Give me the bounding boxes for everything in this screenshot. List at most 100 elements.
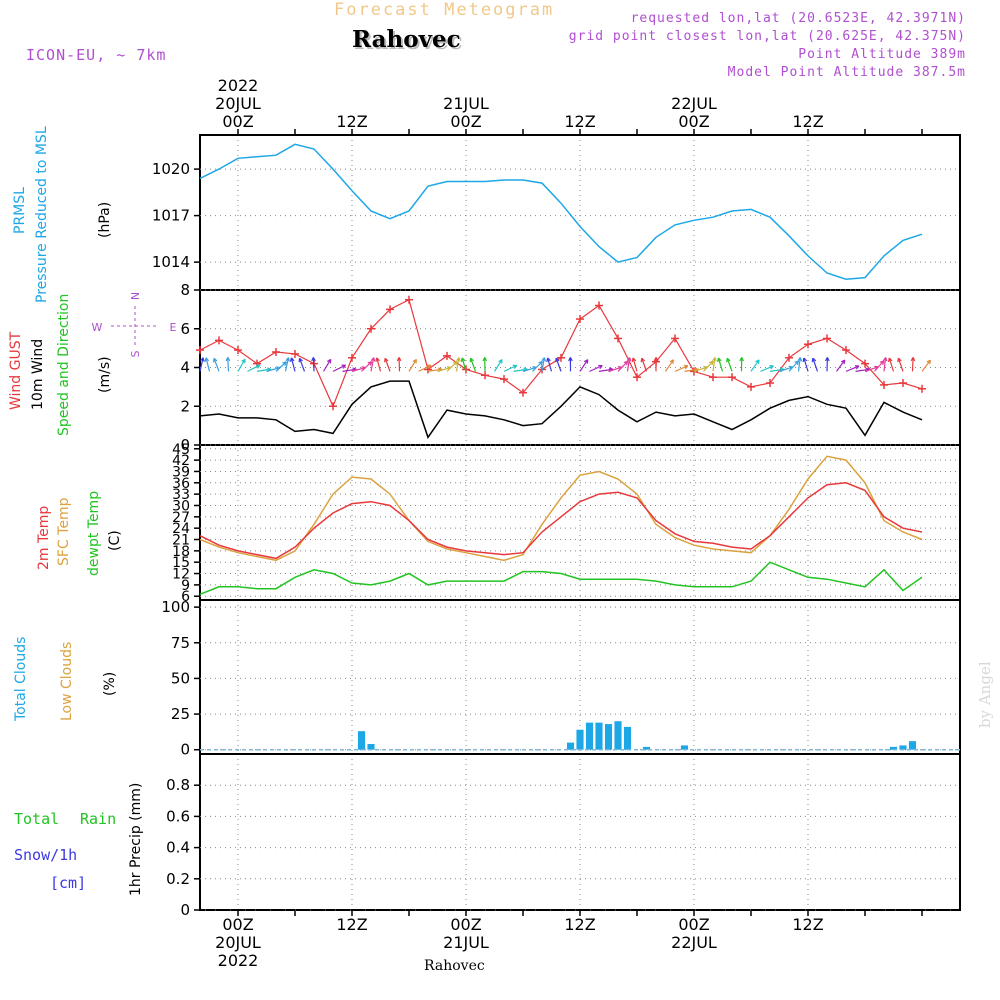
wind-arrow bbox=[760, 365, 774, 372]
wind-arrow bbox=[674, 364, 689, 372]
point-altitude: Point Altitude 389m bbox=[798, 47, 966, 62]
wind-arrow bbox=[469, 357, 477, 372]
wind-arrow bbox=[446, 361, 458, 372]
y-tick-label: 0.8 bbox=[166, 776, 190, 794]
y-tick-label: 6 bbox=[181, 589, 190, 605]
gust-marker bbox=[861, 359, 869, 368]
wind-arrow bbox=[802, 357, 809, 372]
y-tick-label: 75 bbox=[171, 634, 190, 652]
bottom-axis-label: 00Z bbox=[450, 915, 481, 934]
wind-arrow bbox=[640, 357, 648, 372]
wind-arrow bbox=[361, 361, 373, 372]
dewpt-line bbox=[199, 561, 923, 595]
y-tick-label: 24 bbox=[172, 521, 190, 537]
gust-marker bbox=[367, 324, 375, 333]
cloud-bar bbox=[576, 729, 584, 750]
y-tick-label: 25 bbox=[171, 705, 190, 723]
wind-arrow bbox=[284, 357, 291, 372]
panel-frame-0 bbox=[199, 134, 961, 291]
cloud-bar bbox=[604, 724, 613, 750]
wind-arrow bbox=[503, 364, 518, 372]
wind-arrow bbox=[199, 357, 205, 372]
gust-marker bbox=[215, 336, 223, 345]
y-tick-label: 6 bbox=[180, 320, 190, 338]
wind-arrow bbox=[275, 361, 287, 372]
y-tick-label: 33 bbox=[172, 487, 190, 503]
wind-arrow bbox=[384, 357, 391, 372]
cloud-bar bbox=[680, 745, 689, 750]
gust-marker bbox=[633, 373, 641, 382]
cloud-bar bbox=[899, 745, 907, 750]
gust-marker bbox=[576, 315, 584, 324]
wind-arrow bbox=[546, 357, 553, 372]
wind-arrow bbox=[703, 360, 714, 372]
wind-arrow bbox=[460, 357, 467, 372]
gust-marker bbox=[443, 351, 451, 360]
footer-location: Rahovec bbox=[424, 958, 485, 974]
y-tick-label: 39 bbox=[172, 464, 190, 480]
wind-arrow bbox=[888, 357, 895, 372]
wind-arrow bbox=[910, 357, 916, 372]
cloud-bar bbox=[614, 721, 622, 750]
pressure-line bbox=[199, 143, 923, 280]
y-tick-label: 2 bbox=[180, 397, 190, 415]
bottom-axis-label: 00Z bbox=[678, 915, 709, 934]
wind-arrow bbox=[631, 357, 638, 372]
y-tick-label: 1017 bbox=[152, 207, 190, 225]
super-title: Forecast Meteogram bbox=[334, 0, 555, 20]
y-tick-label: 1020 bbox=[152, 160, 190, 178]
wind-arrow bbox=[788, 360, 799, 372]
cloud-bar bbox=[585, 722, 594, 750]
y-tick-label: 0.6 bbox=[166, 807, 190, 825]
gust-marker bbox=[519, 388, 527, 397]
requested-coords: requested lon,lat (20.6523E, 42.3971N) bbox=[630, 11, 966, 26]
y-tick-label: 27 bbox=[172, 510, 190, 526]
y-tick-label: 21 bbox=[172, 533, 190, 549]
bottom-axis-label: 22JUL bbox=[671, 933, 717, 952]
wind-arrow bbox=[626, 357, 632, 372]
wind-arrow bbox=[370, 357, 376, 372]
wind-arrow bbox=[824, 357, 830, 372]
cloud-bar bbox=[623, 726, 632, 750]
wind-arrow bbox=[541, 357, 547, 372]
bottom-axis-label: 12Z bbox=[336, 915, 367, 934]
wind-arrow bbox=[874, 360, 885, 372]
gust-marker bbox=[728, 373, 736, 382]
cloud-bar bbox=[367, 744, 375, 750]
y-tick-label: 8 bbox=[180, 281, 190, 299]
wind-arrow bbox=[322, 358, 332, 372]
wind-arrow bbox=[897, 357, 904, 372]
cloud-bar bbox=[357, 731, 366, 750]
bottom-axis-label: 00Z bbox=[222, 915, 253, 934]
y-tick-label: 0 bbox=[180, 901, 190, 919]
compass-w: W bbox=[92, 321, 103, 334]
bottom-axis-label: 21JUL bbox=[443, 933, 489, 952]
gust-marker bbox=[671, 334, 679, 343]
y-tick-label: 42 bbox=[172, 453, 190, 469]
y-tick-label: 9 bbox=[181, 578, 190, 594]
wind-arrow bbox=[332, 364, 347, 372]
compass-e: E bbox=[170, 321, 177, 334]
wind-arrow bbox=[396, 357, 402, 372]
panel-frame-2 bbox=[199, 444, 961, 601]
y-tick-label: 0.4 bbox=[166, 839, 190, 857]
wind-arrow bbox=[568, 357, 573, 372]
compass-n: N bbox=[129, 292, 142, 300]
top-axis-label: 22JUL bbox=[671, 94, 717, 113]
y-tick-label: 1014 bbox=[152, 253, 190, 271]
gust-marker bbox=[386, 305, 394, 314]
wind-arrow bbox=[418, 364, 432, 372]
wind-arrow bbox=[882, 357, 888, 372]
wind-arrow bbox=[532, 360, 543, 372]
wind-arrow bbox=[579, 359, 589, 372]
sfc-temp-line bbox=[199, 455, 923, 562]
precip-snow-label: Snow/1h bbox=[14, 846, 78, 864]
bottom-axis-label: 20JUL bbox=[215, 933, 261, 952]
y-tick-label: 15 bbox=[172, 555, 190, 571]
wind-arrow bbox=[811, 357, 819, 372]
wind-arrow bbox=[739, 357, 745, 372]
bottom-axis-label: 12Z bbox=[792, 915, 823, 934]
wind-arrow bbox=[797, 357, 803, 372]
wind-arrow bbox=[289, 357, 296, 372]
